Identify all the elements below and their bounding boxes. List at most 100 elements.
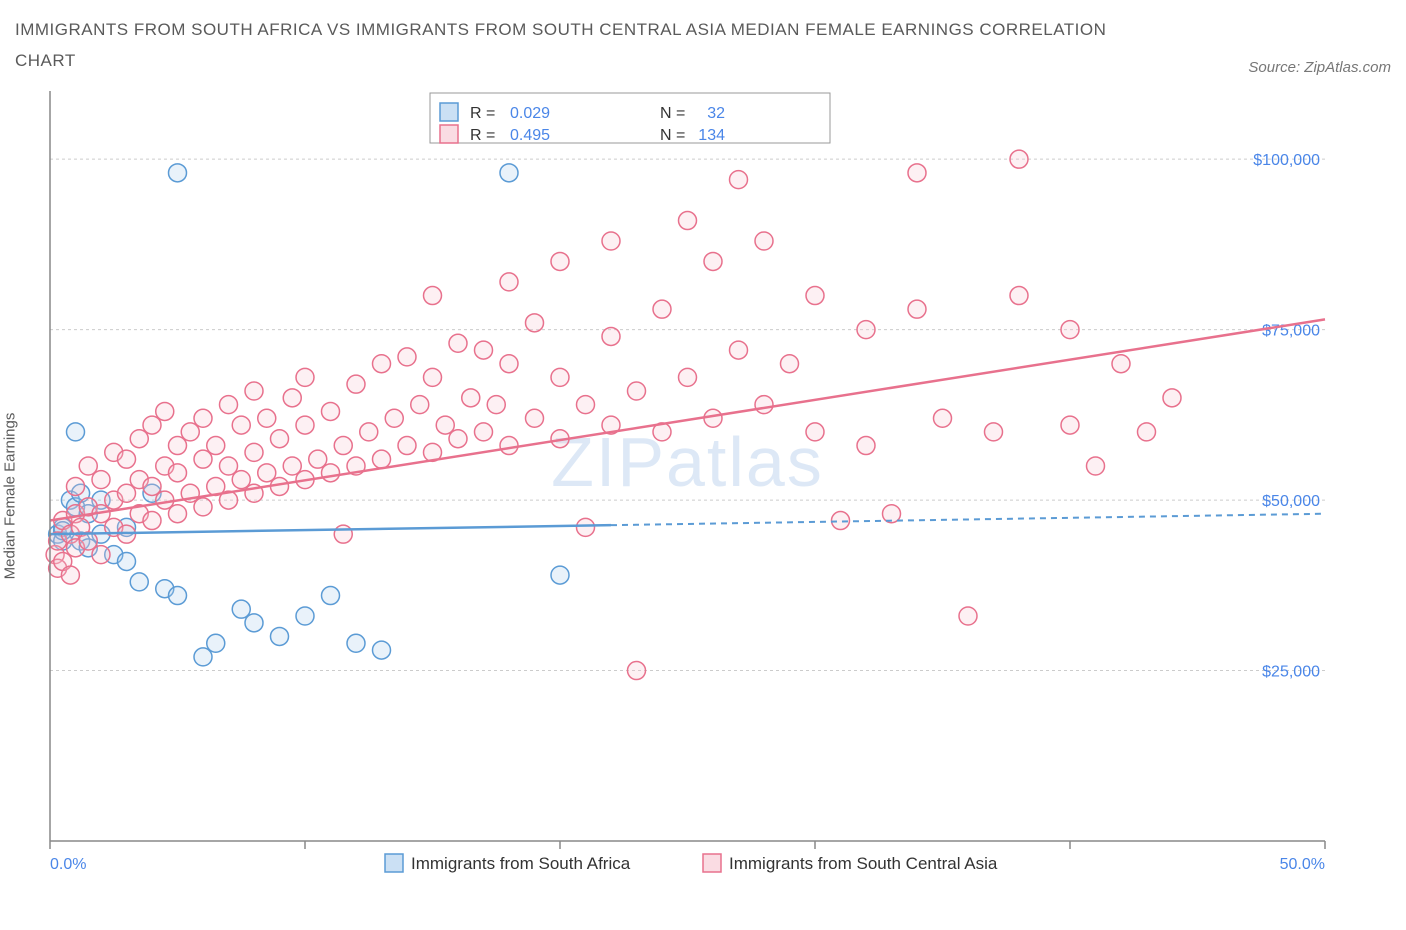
data-point (730, 171, 748, 189)
data-point (857, 437, 875, 455)
y-axis-label: Median Female Earnings (2, 413, 19, 580)
data-point (985, 423, 1003, 441)
legend-n-label: N = (660, 105, 685, 122)
data-point (283, 457, 301, 475)
data-point (67, 423, 85, 441)
data-point (653, 300, 671, 318)
data-point (436, 416, 454, 434)
data-point (398, 437, 416, 455)
data-point (487, 396, 505, 414)
data-point (908, 164, 926, 182)
data-point (156, 491, 174, 509)
data-point (373, 641, 391, 659)
data-point (143, 512, 161, 530)
data-point (322, 403, 340, 421)
data-point (169, 164, 187, 182)
data-point (296, 416, 314, 434)
chart-title: IMMIGRANTS FROM SOUTH AFRICA VS IMMIGRAN… (15, 15, 1115, 76)
data-point (679, 212, 697, 230)
data-point (334, 437, 352, 455)
data-point (92, 546, 110, 564)
data-point (500, 437, 518, 455)
legend-swatch (703, 854, 721, 872)
legend-r-value: 0.029 (510, 105, 550, 122)
legend-swatch (385, 854, 403, 872)
data-point (245, 382, 263, 400)
data-point (156, 403, 174, 421)
data-point (232, 471, 250, 489)
legend-swatch (440, 103, 458, 121)
data-point (500, 273, 518, 291)
data-point (220, 457, 238, 475)
data-point (181, 423, 199, 441)
data-point (169, 505, 187, 523)
data-point (194, 498, 212, 516)
trend-line-dashed (611, 514, 1325, 525)
legend-n-value: 32 (707, 105, 725, 122)
data-point (296, 369, 314, 387)
data-point (857, 321, 875, 339)
data-point (449, 430, 467, 448)
data-point (373, 355, 391, 373)
data-point (130, 430, 148, 448)
data-point (271, 628, 289, 646)
data-point (309, 450, 327, 468)
legend-series-name: Immigrants from South Central Asia (729, 854, 998, 873)
data-point (143, 416, 161, 434)
data-point (373, 450, 391, 468)
data-point (781, 355, 799, 373)
data-point (1061, 416, 1079, 434)
data-point (1010, 150, 1028, 168)
legend-r-label: R = (470, 127, 495, 144)
data-point (322, 464, 340, 482)
data-point (67, 478, 85, 496)
data-point (1138, 423, 1156, 441)
data-point (245, 614, 263, 632)
data-point (526, 314, 544, 332)
data-point (143, 478, 161, 496)
data-point (1163, 389, 1181, 407)
data-point (704, 409, 722, 427)
data-point (500, 355, 518, 373)
data-point (806, 423, 824, 441)
chart-area: Median Female Earnings $25,000$50,000$75… (15, 81, 1391, 911)
data-point (79, 457, 97, 475)
data-point (551, 369, 569, 387)
legend-n-label: N = (660, 127, 685, 144)
data-point (245, 444, 263, 462)
data-point (500, 164, 518, 182)
data-point (475, 341, 493, 359)
data-point (1087, 457, 1105, 475)
data-point (271, 430, 289, 448)
data-point (322, 587, 340, 605)
x-tick-label: 0.0% (50, 856, 86, 873)
scatter-chart: $25,000$50,000$75,000$100,000ZIPatlas0.0… (15, 81, 1345, 911)
data-point (424, 287, 442, 305)
data-point (118, 553, 136, 571)
data-point (207, 437, 225, 455)
y-tick-label: $25,000 (1262, 664, 1320, 681)
data-point (1010, 287, 1028, 305)
data-point (755, 232, 773, 250)
legend-r-value: 0.495 (510, 127, 550, 144)
data-point (551, 566, 569, 584)
data-point (258, 464, 276, 482)
data-point (92, 471, 110, 489)
data-point (194, 648, 212, 666)
data-point (908, 300, 926, 318)
data-point (628, 382, 646, 400)
legend-series-name: Immigrants from South Africa (411, 854, 631, 873)
data-point (283, 389, 301, 407)
data-point (360, 423, 378, 441)
data-point (1112, 355, 1130, 373)
legend-r-label: R = (470, 105, 495, 122)
data-point (449, 334, 467, 352)
data-point (679, 369, 697, 387)
data-point (755, 396, 773, 414)
y-tick-label: $100,000 (1253, 152, 1320, 169)
data-point (551, 253, 569, 271)
data-point (118, 484, 136, 502)
data-point (61, 566, 79, 584)
data-point (398, 348, 416, 366)
data-point (334, 525, 352, 543)
